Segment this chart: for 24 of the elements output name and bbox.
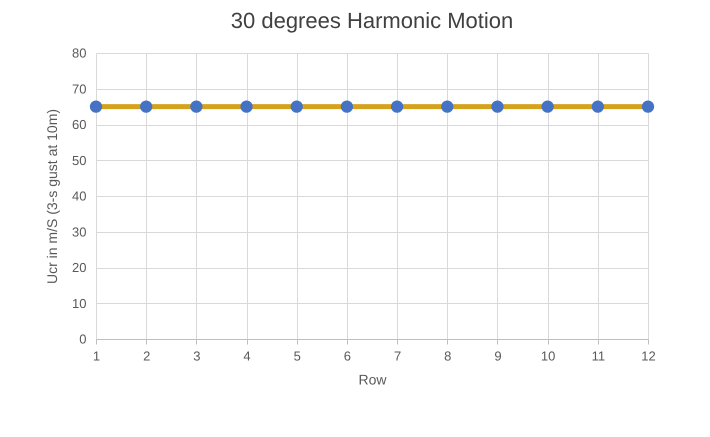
- y-tick-label: 20: [72, 260, 86, 275]
- x-tick-label: 6: [344, 348, 352, 364]
- y-tick-label: 70: [72, 81, 86, 96]
- y-tick-label: 60: [72, 117, 86, 132]
- x-tick-label: 3: [193, 348, 200, 364]
- x-tick-label: 7: [394, 348, 402, 364]
- y-tick-label: 10: [72, 296, 86, 311]
- x-axis-title: Row: [358, 372, 388, 388]
- y-tick-label: 50: [72, 152, 86, 168]
- x-tick-label: 5: [294, 348, 301, 364]
- x-tick-label: 1: [92, 348, 100, 364]
- x-tick-label: 9: [494, 348, 502, 364]
- x-tick-label: 2: [143, 348, 150, 364]
- chart-title: 30 degrees Harmonic Motion: [230, 8, 514, 33]
- y-tick-label: 80: [72, 46, 86, 60]
- y-tick-label: 0: [79, 332, 86, 346]
- x-tick-label: 11: [592, 348, 606, 364]
- x-tick-label: 12: [641, 348, 656, 364]
- y-tick-label: 30: [72, 224, 86, 240]
- y-axis-title: Ucr in m/S (3-s gust at 10m): [44, 108, 60, 284]
- x-tick-label: 10: [540, 348, 556, 364]
- y-tick-label: 40: [72, 188, 86, 204]
- x-tick-label: 8: [444, 348, 452, 364]
- x-tick-label: 4: [243, 348, 251, 364]
